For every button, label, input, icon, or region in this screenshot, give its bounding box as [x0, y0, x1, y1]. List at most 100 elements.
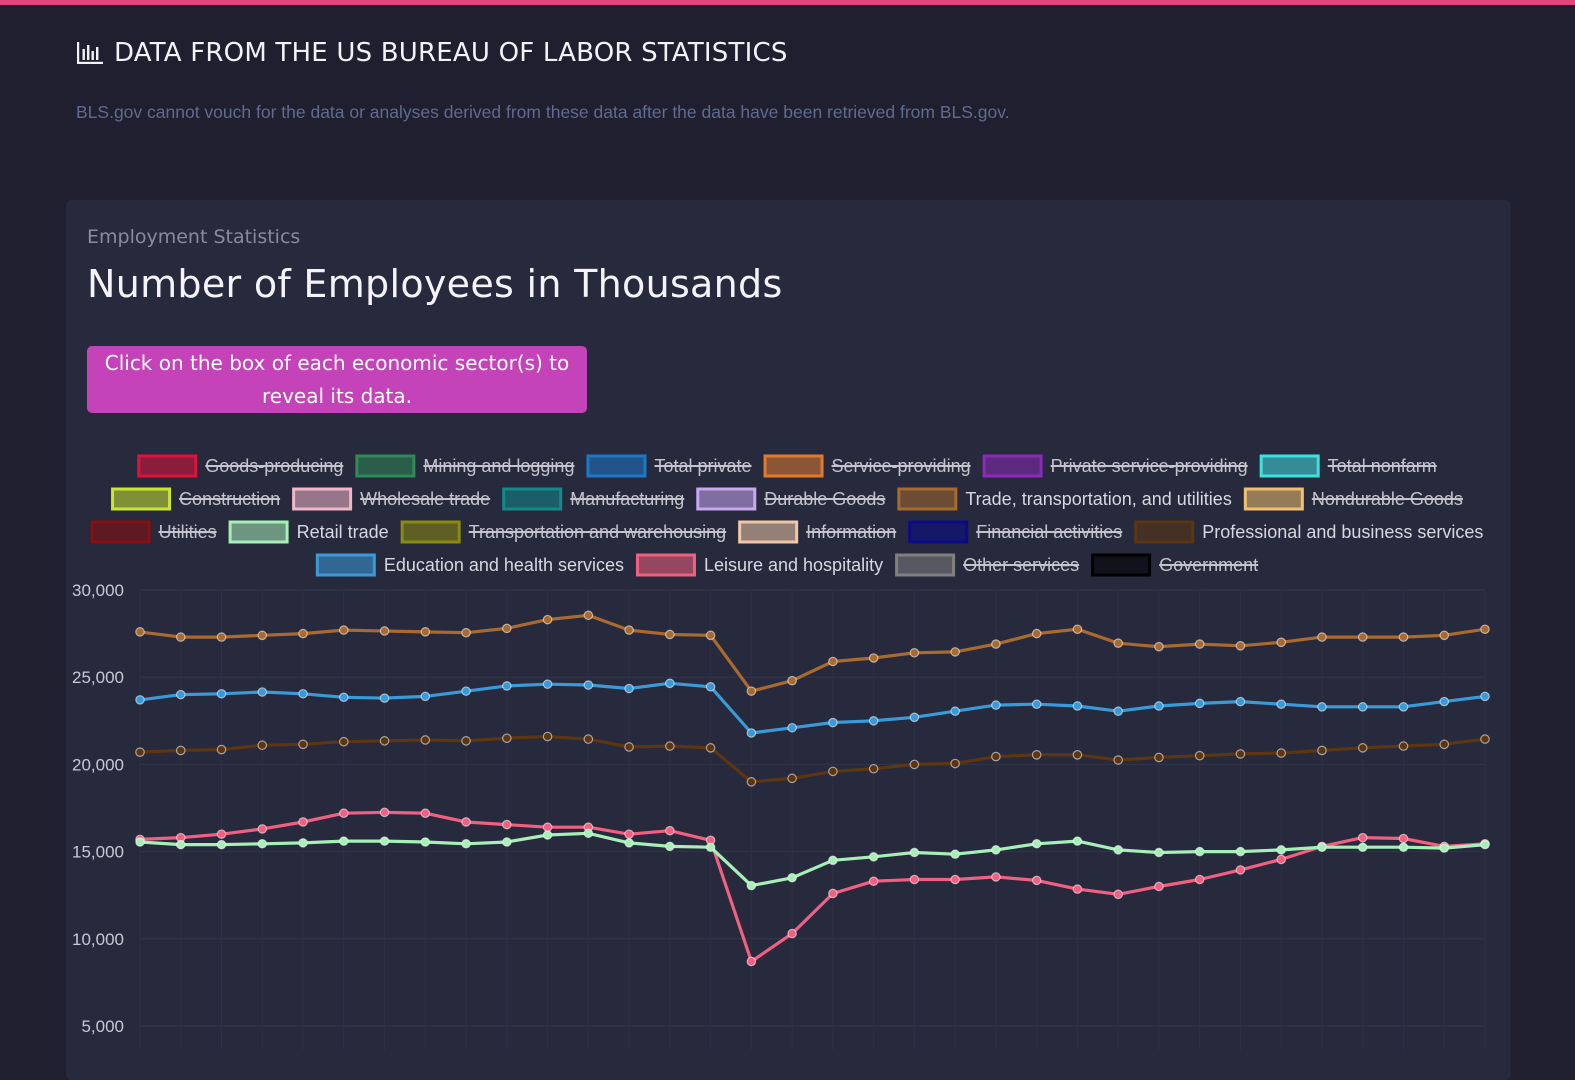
- legend-swatch[interactable]: [1259, 454, 1320, 478]
- legend-swatch[interactable]: [897, 487, 958, 511]
- data-point: [1031, 838, 1042, 849]
- legend-item[interactable]: Durable Goods: [696, 487, 886, 511]
- data-point: [420, 837, 431, 847]
- page-title: DATA FROM THE US BUREAU OF LABOR STATIST…: [76, 38, 1536, 68]
- legend-label[interactable]: Professional and business services: [1202, 522, 1483, 542]
- data-point: [624, 838, 634, 848]
- data-point: [950, 706, 960, 717]
- data-point: [502, 681, 512, 691]
- legend-item[interactable]: Transportation and warehousing: [400, 520, 727, 544]
- legend-swatch[interactable]: [137, 454, 198, 478]
- legend-item[interactable]: Mining and logging: [355, 454, 575, 478]
- legend-swatch[interactable]: [228, 520, 289, 544]
- data-point: [298, 817, 308, 827]
- legend-swatch[interactable]: [90, 520, 151, 544]
- data-point: [1031, 750, 1042, 760]
- legend-swatch[interactable]: [1243, 487, 1304, 511]
- data-point: [1235, 865, 1246, 875]
- legend-item[interactable]: Goods-producing: [137, 454, 344, 478]
- data-point: [1113, 638, 1123, 648]
- data-point: [216, 829, 227, 839]
- data-point: [665, 825, 675, 836]
- legend-swatch[interactable]: [355, 454, 416, 478]
- legend-swatch[interactable]: [982, 454, 1043, 478]
- legend-item[interactable]: Leisure and hospitality: [635, 553, 883, 577]
- data-point: [1439, 630, 1450, 641]
- legend-swatch[interactable]: [1091, 553, 1152, 577]
- legend-item[interactable]: Total nonfarm: [1259, 454, 1437, 478]
- data-point: [1398, 632, 1409, 642]
- data-point: [298, 688, 308, 699]
- data-point: [338, 736, 349, 747]
- data-point: [583, 734, 594, 744]
- legend-item[interactable]: Professional and business services: [1134, 520, 1484, 544]
- page-title-text: DATA FROM THE US BUREAU OF LABOR STATIST…: [114, 38, 788, 68]
- legend-label[interactable]: Education and health services: [384, 555, 624, 575]
- series: [135, 807, 1490, 967]
- legend-swatch[interactable]: [763, 454, 824, 478]
- legend-item[interactable]: Manufacturing: [502, 487, 685, 511]
- legend-item[interactable]: Financial activities: [908, 520, 1123, 544]
- legend-swatch[interactable]: [696, 487, 757, 511]
- legend-swatch[interactable]: [895, 553, 956, 577]
- y-tick-label: 20,000: [72, 755, 124, 774]
- series: [135, 678, 1490, 738]
- data-point: [991, 639, 1001, 649]
- legend-swatch[interactable]: [586, 454, 647, 478]
- legend-swatch[interactable]: [1134, 520, 1195, 544]
- legend-swatch[interactable]: [502, 487, 563, 511]
- series-lines: [135, 610, 1490, 967]
- data-point: [175, 632, 186, 642]
- legend-swatch[interactable]: [315, 553, 376, 577]
- legend-swatch[interactable]: [111, 487, 172, 511]
- data-point: [1113, 845, 1123, 855]
- data-point: [216, 632, 227, 642]
- legend-item[interactable]: Retail trade: [228, 520, 389, 544]
- legend-label[interactable]: Retail trade: [297, 522, 389, 542]
- data-point: [705, 630, 716, 641]
- data-point: [1154, 847, 1164, 858]
- data-point: [338, 625, 349, 635]
- data-point: [909, 647, 920, 658]
- data-point: [1031, 699, 1042, 710]
- data-point: [1317, 702, 1327, 712]
- legend-item[interactable]: Other services: [895, 553, 1080, 577]
- legend-item[interactable]: Nondurable Goods: [1243, 487, 1463, 511]
- legend-item[interactable]: Private service-providing: [982, 454, 1248, 478]
- legend-item[interactable]: Government: [1091, 553, 1259, 577]
- legend-item[interactable]: Wholesale trade: [292, 487, 491, 511]
- data-point: [257, 687, 268, 697]
- legend-swatch[interactable]: [738, 520, 799, 544]
- legend-label[interactable]: Trade, transportation, and utilities: [965, 489, 1231, 509]
- data-point: [216, 839, 227, 850]
- legend-item[interactable]: Education and health services: [315, 553, 624, 577]
- legend-swatch[interactable]: [400, 520, 461, 544]
- data-point: [746, 777, 757, 787]
- data-point: [1113, 706, 1123, 717]
- y-tick-label: 15,000: [72, 843, 124, 862]
- legend-item[interactable]: Utilities: [90, 520, 217, 544]
- legend-item[interactable]: Total private: [586, 454, 752, 478]
- top-accent-bar: [0, 0, 1575, 5]
- data-point: [420, 735, 431, 745]
- legend-item[interactable]: Information: [738, 520, 897, 544]
- data-point: [787, 773, 797, 784]
- y-tick-label: 30,000: [72, 581, 124, 600]
- legend-label[interactable]: Leisure and hospitality: [704, 555, 883, 575]
- data-point: [338, 692, 349, 703]
- series: [135, 828, 1490, 891]
- data-point: [379, 736, 390, 746]
- data-point: [461, 838, 471, 849]
- data-point: [135, 695, 145, 705]
- legend-swatch[interactable]: [635, 553, 696, 577]
- legend-swatch[interactable]: [908, 520, 969, 544]
- legend-swatch[interactable]: [292, 487, 353, 511]
- legend-item[interactable]: Service-providing: [763, 454, 971, 478]
- data-point: [1194, 750, 1205, 761]
- disclaimer: BLS.gov cannot vouch for the data or ana…: [76, 102, 1010, 122]
- legend-item[interactable]: Trade, transportation, and utilities: [897, 487, 1232, 511]
- data-point: [828, 888, 838, 899]
- series-line: [139, 810, 1486, 964]
- legend-item[interactable]: Construction: [111, 487, 281, 511]
- data-point: [868, 653, 879, 663]
